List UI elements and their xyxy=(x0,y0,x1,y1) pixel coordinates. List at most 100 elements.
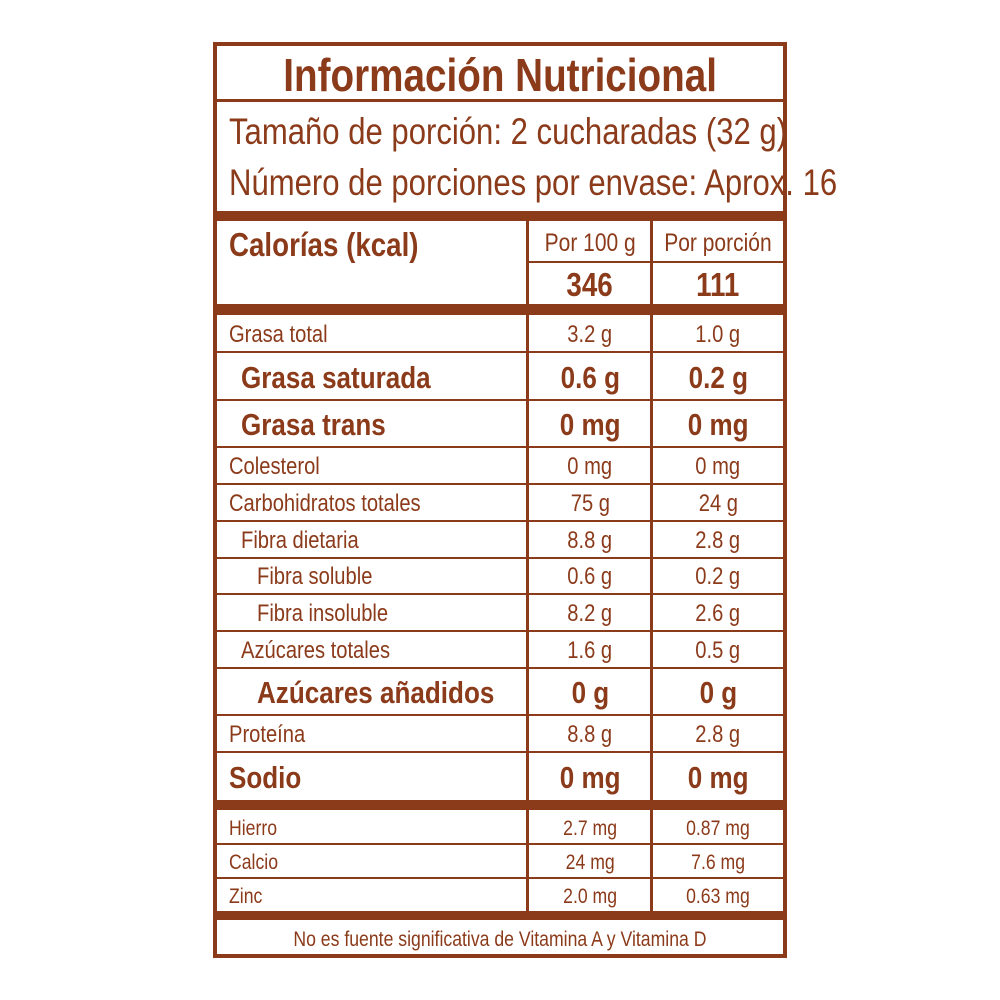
calories-label-text: Calorías (kcal) xyxy=(229,226,419,263)
row-divider xyxy=(217,751,783,753)
nutrient-row-label-text: Grasa trans xyxy=(241,407,386,442)
nutrient-row-per-100g: 3.2 g xyxy=(529,322,651,347)
nutrient-row-per-serving-text: 1.0 g xyxy=(695,320,741,348)
nutrient-row-per-100g: 8.8 g xyxy=(529,526,651,554)
nutrient-row-label-text: Carbohidratos totales xyxy=(229,489,421,517)
nutrition-facts-panel xyxy=(213,42,787,958)
mineral-row-per-100g-text: 24 mg xyxy=(565,850,615,874)
divider xyxy=(217,99,783,102)
nutrient-row-per-serving-text: 0.2 g xyxy=(695,563,741,590)
nutrient-row-per-serving: 2.6 g xyxy=(653,599,783,627)
nutrient-row-per-serving-text: 2.6 g xyxy=(695,599,741,627)
servings-text: Número de porciones por envase: Aprox. 1… xyxy=(229,162,838,203)
nutrient-row-per-100g: 0 mg xyxy=(529,762,651,793)
nutrient-row-label-text: Proteína xyxy=(229,720,306,748)
nutrient-row-label: Fibra dietaria xyxy=(241,526,524,554)
nutrient-row-per-100g: 0.6 g xyxy=(529,362,651,393)
row-divider xyxy=(217,351,783,353)
thick-divider xyxy=(217,304,783,315)
nutrient-row-per-100g-text: 0 g xyxy=(571,675,609,710)
mineral-row-per-serving: 0.63 mg xyxy=(653,886,783,907)
column-line xyxy=(650,221,653,912)
nutrient-row-label: Proteína xyxy=(229,720,524,748)
row-divider xyxy=(217,877,783,879)
row-divider xyxy=(217,593,783,595)
thick-divider xyxy=(217,211,783,221)
row-divider xyxy=(217,714,783,716)
mineral-row-per-serving-text: 0.87 mg xyxy=(686,816,750,840)
row-divider xyxy=(217,446,783,448)
mineral-row-per-100g: 2.0 mg xyxy=(529,886,651,907)
nutrient-row-per-serving-text: 0 mg xyxy=(687,407,749,442)
nutrient-row-per-100g: 75 g xyxy=(529,489,651,517)
serving-size-text: Tamaño de porción: 2 cucharadas (32 g) xyxy=(229,111,788,152)
nutrient-row-per-100g-text: 75 g xyxy=(570,489,610,517)
nutrient-row-per-100g-text: 1.6 g xyxy=(567,636,613,664)
nutrient-row-per-100g: 0 mg xyxy=(529,452,651,480)
thick-divider xyxy=(217,800,783,810)
nutrient-row-per-serving-text: 0.5 g xyxy=(695,636,741,664)
nutrient-row-label-text: Grasa saturada xyxy=(241,359,431,395)
col-header-per-serving: Por porción xyxy=(653,231,783,256)
label-title: Información Nutricional xyxy=(217,52,783,98)
nutrient-row-label-text: Grasa total xyxy=(229,320,328,348)
servings-per-container: Número de porciones por envase: Aprox. 1… xyxy=(229,164,953,201)
nutrient-row-label: Azúcares totales xyxy=(241,636,524,664)
thick-divider xyxy=(217,911,783,920)
nutrient-row-per-serving-text: 0.2 g xyxy=(688,359,748,395)
col2-header-text: Por porción xyxy=(664,229,772,257)
nutrient-row-per-serving: 0 g xyxy=(653,677,783,708)
nutrient-row-label-text: Sodio xyxy=(229,759,302,795)
nutrient-row-label-text: Fibra soluble xyxy=(257,563,373,590)
nutrient-row-per-serving-text: 0 mg xyxy=(695,452,741,480)
row-divider xyxy=(217,557,783,559)
nutrient-row-per-100g-text: 8.8 g xyxy=(567,720,613,748)
mineral-row-per-100g: 24 mg xyxy=(529,852,651,873)
mineral-row-per-serving: 0.87 mg xyxy=(653,818,783,839)
nutrient-row-per-100g: 0 g xyxy=(529,677,651,708)
nutrient-row-per-serving: 2.8 g xyxy=(653,722,783,747)
nutrient-row-per-100g: 8.2 g xyxy=(529,601,651,626)
nutrient-row-per-100g-text: 0 mg xyxy=(567,452,613,480)
nutrient-row-label: Carbohidratos totales xyxy=(229,489,524,517)
nutrient-row-per-100g: 0 mg xyxy=(529,409,651,440)
nutrient-row-per-100g-text: 0 mg xyxy=(559,759,621,795)
serving-size: Tamaño de porción: 2 cucharadas (32 g) xyxy=(229,113,893,150)
row-divider xyxy=(217,520,783,522)
mineral-row-per-serving-text: 0.63 mg xyxy=(686,884,750,908)
footnote-text: No es fuente significativa de Vitamina A… xyxy=(293,928,707,951)
nutrient-row-label: Grasa trans xyxy=(241,409,524,440)
nutrient-row-per-serving-text: 0 g xyxy=(699,675,737,710)
nutrient-row-per-serving: 0.2 g xyxy=(653,362,783,393)
nutrient-row-label: Grasa total xyxy=(229,320,524,348)
nutrient-row-label: Colesterol xyxy=(229,454,524,479)
nutrient-row-label-text: Fibra dietaria xyxy=(241,526,359,554)
mineral-row-per-serving: 7.6 mg xyxy=(653,852,783,873)
row-divider xyxy=(217,667,783,669)
nutrient-row-per-serving: 0 mg xyxy=(653,762,783,793)
calories-per-serving-text: 111 xyxy=(696,266,740,303)
nutrient-row-label-text: Azúcares totales xyxy=(241,636,391,664)
nutrient-row-per-100g: 8.8 g xyxy=(529,720,651,748)
nutrient-row-per-100g: 1.6 g xyxy=(529,636,651,664)
nutrient-row-per-100g-text: 0.6 g xyxy=(560,359,620,395)
nutrient-row-per-100g: 0.6 g xyxy=(529,565,651,589)
nutrient-row-per-100g-text: 0 mg xyxy=(559,407,621,442)
title-text: Información Nutricional xyxy=(283,49,717,101)
nutrient-row-per-100g-text: 8.8 g xyxy=(567,526,613,554)
nutrient-row-per-serving: 0.5 g xyxy=(653,636,783,664)
mineral-row-label: Hierro xyxy=(229,818,524,839)
mineral-row-label-text: Zinc xyxy=(229,884,263,908)
nutrient-row-per-serving: 2.8 g xyxy=(653,528,783,553)
nutrient-row-label: Fibra soluble xyxy=(257,565,524,589)
nutrient-row-label-text: Fibra insoluble xyxy=(257,599,389,627)
row-divider xyxy=(217,843,783,845)
nutrient-row-label: Fibra insoluble xyxy=(257,599,524,627)
nutrient-row-per-serving: 0 mg xyxy=(653,409,783,440)
nutrient-row-label: Sodio xyxy=(229,762,524,793)
mineral-row-per-100g-text: 2.7 mg xyxy=(563,816,617,840)
nutrient-row-per-serving: 1.0 g xyxy=(653,320,783,348)
calories-per-100g-text: 346 xyxy=(566,266,614,303)
column-line xyxy=(526,221,529,912)
nutrient-row-per-serving: 0 mg xyxy=(653,452,783,480)
